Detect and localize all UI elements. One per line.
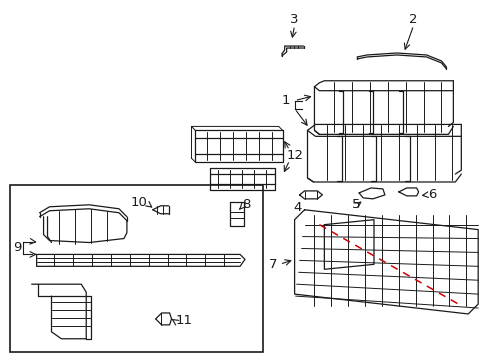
Text: 1: 1 (281, 94, 289, 107)
Text: 10: 10 (131, 196, 147, 209)
Text: 2: 2 (408, 13, 417, 26)
Bar (10, 185, 263, 352)
Text: 6: 6 (427, 188, 436, 201)
Text: 9: 9 (13, 241, 21, 254)
Text: 5: 5 (351, 198, 360, 211)
Text: 4: 4 (293, 201, 301, 214)
Text: 7: 7 (269, 258, 277, 271)
Text: 12: 12 (286, 149, 303, 162)
Text: 11: 11 (175, 314, 192, 327)
Text: 8: 8 (242, 198, 250, 211)
Text: 3: 3 (290, 13, 298, 26)
